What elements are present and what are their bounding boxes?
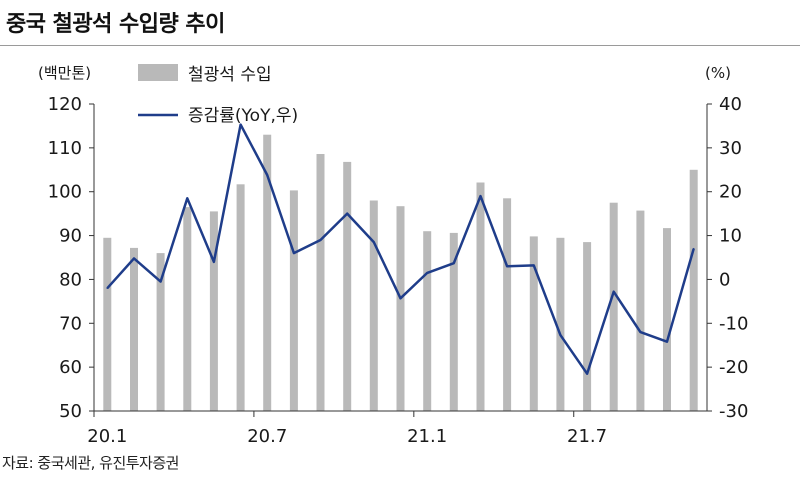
left-tick-label: 100 xyxy=(48,182,82,203)
line-point xyxy=(639,331,642,333)
line-point xyxy=(346,212,349,215)
left-tick-label: 80 xyxy=(59,269,82,290)
bar xyxy=(636,210,645,411)
bar-series xyxy=(103,134,698,411)
line-point xyxy=(213,261,215,263)
right-tick-label: -30 xyxy=(719,401,748,422)
bar xyxy=(369,200,378,411)
x-tick-label: 21.1 xyxy=(407,426,447,447)
title-divider xyxy=(0,45,800,46)
left-tick-label: 70 xyxy=(59,313,82,334)
left-tick-label: 110 xyxy=(48,138,82,159)
line-point xyxy=(479,195,482,197)
bar xyxy=(103,237,112,411)
line-point xyxy=(506,265,508,268)
line-point xyxy=(186,197,189,200)
bar xyxy=(183,207,192,411)
bar xyxy=(583,242,592,411)
bar xyxy=(609,202,618,411)
line-point xyxy=(239,123,242,126)
chart-title: 중국 철광석 수입량 추이 xyxy=(6,12,225,37)
right-tick-label: -20 xyxy=(719,357,748,378)
left-tick-label: 50 xyxy=(59,401,82,422)
bar xyxy=(343,161,352,411)
bar xyxy=(289,190,298,411)
chart: (백만톤) (%) 50 60 70 80 90 100 110 120 -30 -20 -10 0 1… xyxy=(38,64,749,447)
bar xyxy=(236,184,245,411)
bar xyxy=(556,237,565,411)
bar xyxy=(316,154,325,411)
right-tick-label: 30 xyxy=(719,138,742,159)
right-tick-label: 20 xyxy=(719,182,742,203)
bar xyxy=(209,211,218,411)
right-tick-label: 10 xyxy=(719,226,742,247)
line-point xyxy=(612,290,615,293)
line-series xyxy=(106,123,695,375)
right-tick-label: 40 xyxy=(719,94,742,115)
bar xyxy=(663,228,671,411)
line-point xyxy=(453,262,455,265)
legend-swatch-bars xyxy=(138,64,178,81)
line-point xyxy=(559,334,562,336)
axes: 50 60 70 80 90 100 110 120 -30 -20 -10 0 10 20 30 40 20.… xyxy=(48,94,749,447)
x-tick-label: 20.1 xyxy=(87,426,127,447)
left-tick-label: 60 xyxy=(59,357,82,378)
bar xyxy=(449,232,458,411)
bar xyxy=(396,206,405,411)
bar xyxy=(476,182,485,411)
source-note: 자료: 중국세관, 유진투자증권 xyxy=(2,454,179,472)
line-point xyxy=(399,297,402,300)
legend-label-bars: 철광석 수입 xyxy=(188,65,272,85)
line-point xyxy=(106,287,109,290)
x-tick-label: 21.7 xyxy=(567,426,607,447)
left-axis-unit: (백만톤) xyxy=(38,64,91,82)
line-point xyxy=(692,247,695,250)
bar xyxy=(689,169,698,411)
bar xyxy=(503,198,512,411)
right-tick-label: 0 xyxy=(719,269,730,290)
right-tick-label: -10 xyxy=(719,313,748,334)
legend-label-line: 증감률(YoY,우) xyxy=(188,106,298,126)
left-tick-label: 90 xyxy=(59,226,82,247)
bar xyxy=(423,231,432,411)
line-point xyxy=(666,340,668,343)
bar xyxy=(263,134,272,411)
x-tick-label: 20.7 xyxy=(247,426,287,447)
left-tick-label: 120 xyxy=(48,94,82,115)
bar xyxy=(156,253,165,411)
line-point xyxy=(533,264,535,267)
line-point xyxy=(266,174,269,176)
legend: 철광석 수입 증감률(YoY,우) xyxy=(138,64,298,126)
line-point xyxy=(373,241,375,243)
line-point xyxy=(426,272,429,274)
bar xyxy=(529,236,538,411)
line-point xyxy=(586,372,588,375)
right-axis-unit: (%) xyxy=(705,64,731,82)
bar xyxy=(130,247,138,411)
line-point xyxy=(293,252,295,254)
line-point xyxy=(319,239,322,241)
line-point xyxy=(159,280,162,283)
line-point xyxy=(133,257,135,260)
